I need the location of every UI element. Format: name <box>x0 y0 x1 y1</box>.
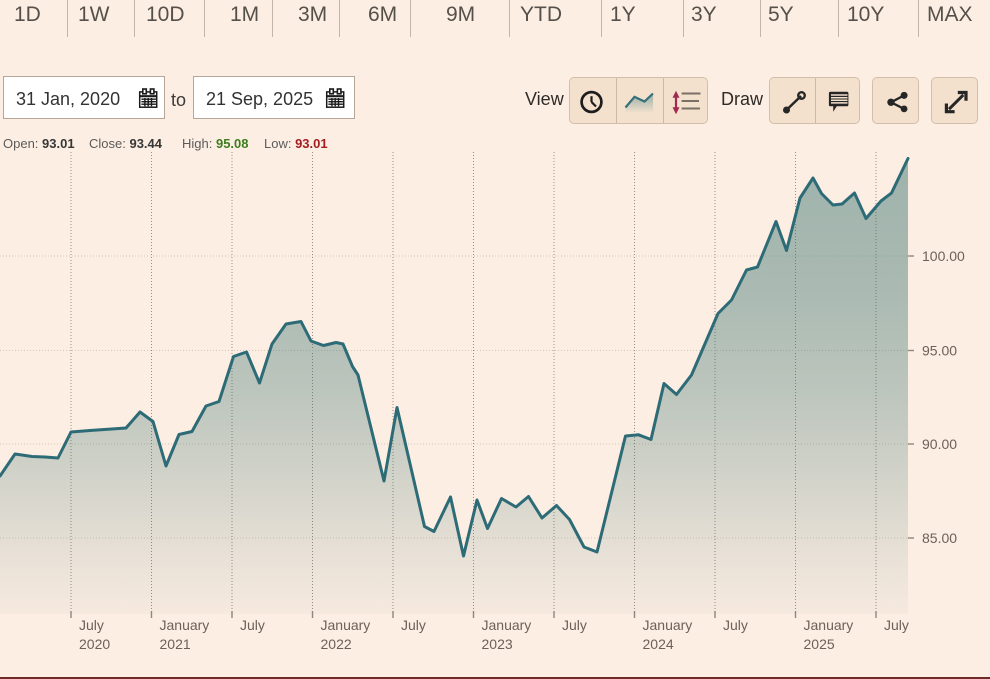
svg-text:2020: 2020 <box>79 636 110 652</box>
svg-text:85.00: 85.00 <box>922 530 957 546</box>
svg-text:January: January <box>643 617 693 633</box>
svg-text:July: July <box>401 617 426 633</box>
svg-text:2022: 2022 <box>321 636 352 652</box>
svg-text:January: January <box>321 617 371 633</box>
svg-text:90.00: 90.00 <box>922 436 957 452</box>
svg-text:July: July <box>884 617 909 633</box>
svg-text:95.00: 95.00 <box>922 343 957 359</box>
svg-text:January: January <box>482 617 532 633</box>
svg-text:2023: 2023 <box>482 636 513 652</box>
svg-text:2024: 2024 <box>643 636 674 652</box>
svg-text:July: July <box>240 617 265 633</box>
svg-text:January: January <box>804 617 854 633</box>
svg-text:2021: 2021 <box>160 636 191 652</box>
svg-text:2025: 2025 <box>804 636 835 652</box>
svg-text:July: July <box>79 617 104 633</box>
svg-text:January: January <box>160 617 210 633</box>
svg-text:100.00: 100.00 <box>922 248 965 264</box>
svg-text:July: July <box>562 617 587 633</box>
svg-text:July: July <box>723 617 748 633</box>
